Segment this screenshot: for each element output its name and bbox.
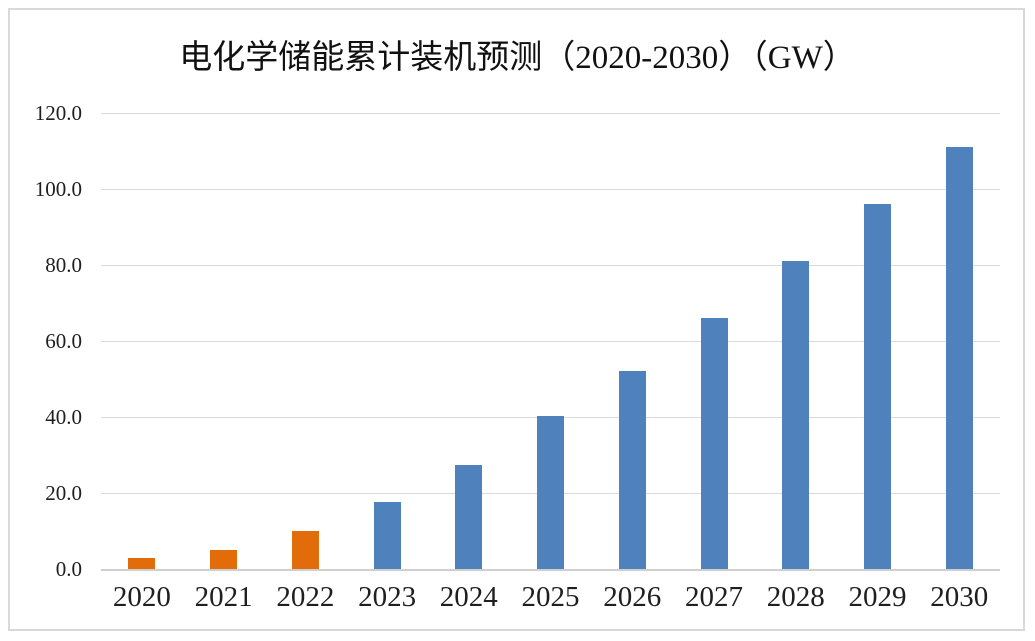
bar-2030 (945, 147, 973, 569)
x-axis-labels: 2020 2021 2022 2023 2024 2025 2026 2027 2028 2029… (101, 581, 1000, 613)
x-tick-label-2028: 2028 (766, 581, 825, 613)
y-tick-label: 20.0 (45, 481, 82, 505)
x-tick-label-2020: 2020 (112, 581, 171, 613)
y-tick-label: 100.0 (34, 177, 82, 201)
bar-2026 (618, 371, 646, 569)
y-tick-label: 40.0 (45, 405, 82, 429)
x-tick-label-2022: 2022 (276, 581, 335, 613)
bar-2025 (537, 416, 565, 569)
bar-2028 (782, 261, 810, 569)
y-tick-label: 0.0 (55, 557, 82, 581)
x-tick-label-2029: 2029 (848, 581, 907, 613)
bar-slot-2020 (101, 113, 183, 569)
gridline-100 (101, 189, 1000, 190)
bar-2020 (128, 557, 156, 569)
y-tick-label: 120.0 (34, 101, 82, 125)
x-tick-label-2027: 2027 (685, 581, 743, 613)
chart-title: 电化学储能累计装机预测（2020-2030）（GW） (179, 40, 856, 76)
x-tick-label-2021: 2021 (194, 581, 253, 613)
bar-slot-2027 (673, 113, 755, 569)
x-tick-label-2026: 2026 (603, 581, 662, 613)
gridline-120 (101, 113, 1000, 114)
bar-2027 (700, 318, 728, 569)
bar-slot-2028 (755, 113, 837, 569)
bar-2021 (210, 550, 238, 569)
bar-slot-2024 (428, 113, 510, 569)
bar-2029 (863, 204, 891, 569)
y-tick-label: 80.0 (45, 253, 82, 277)
gridline-60 (101, 341, 1000, 342)
plot-area (101, 113, 1000, 571)
bar-2023 (373, 502, 401, 569)
gridline-80 (101, 265, 1000, 266)
y-axis-labels: 0.0 20.0 40.0 60.0 80.0 100.0 120.0 (0, 101, 82, 581)
chart-border (8, 8, 1025, 631)
bar-series (101, 113, 1000, 569)
bar-slot-2022 (264, 113, 346, 569)
bar-slot-2029 (837, 113, 919, 569)
bar-2022 (291, 531, 319, 569)
x-tick-label-2023: 2023 (358, 581, 417, 613)
x-tick-label-2024: 2024 (439, 581, 498, 613)
x-tick-label-2030: 2030 (930, 581, 989, 613)
bar-slot-2023 (346, 113, 428, 569)
x-tick-label-2025: 2025 (521, 581, 580, 613)
bar-slot-2030 (918, 113, 1000, 569)
y-tick-label: 60.0 (45, 329, 82, 353)
bar-slot-2021 (183, 113, 265, 569)
bar-slot-2025 (510, 113, 592, 569)
bar-2024 (455, 464, 483, 569)
bar-slot-2026 (591, 113, 673, 569)
